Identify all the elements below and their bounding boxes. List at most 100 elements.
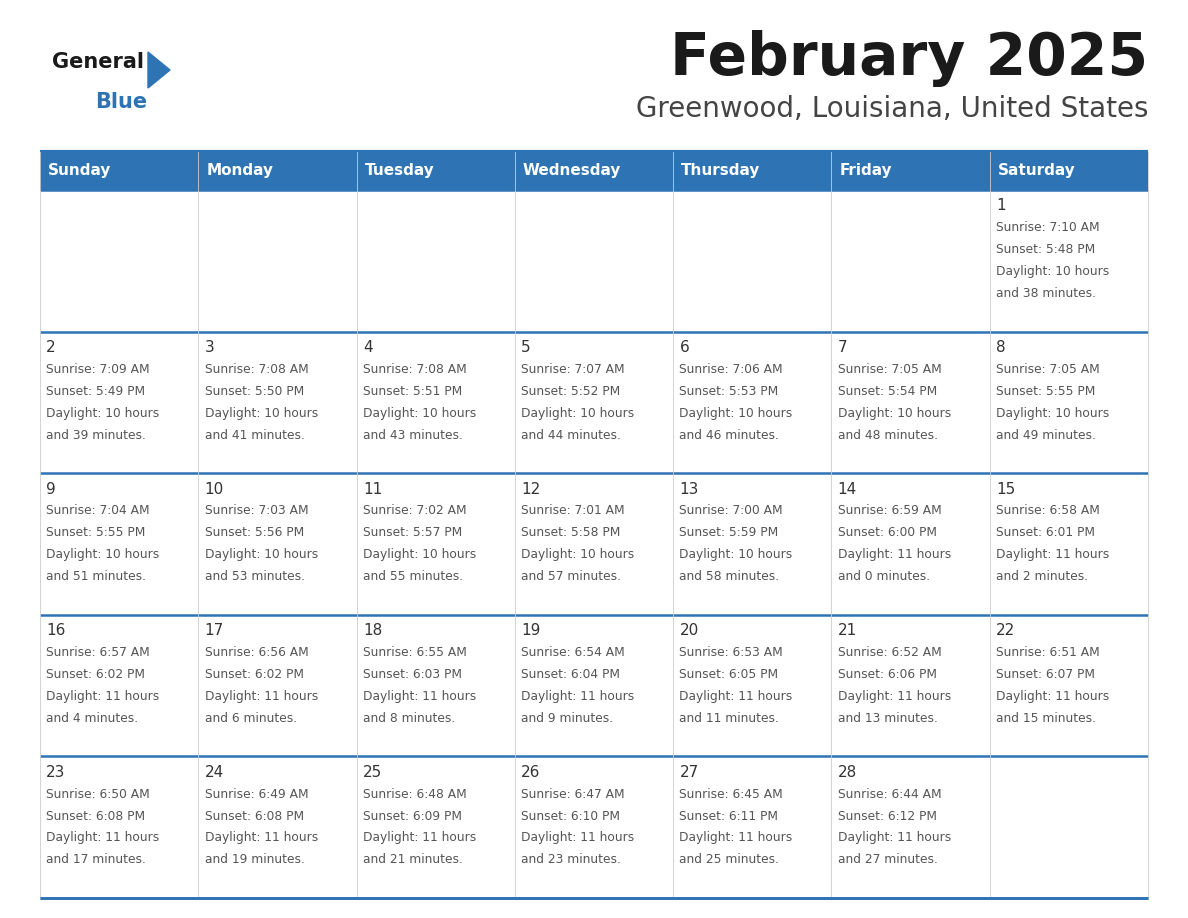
Text: Sunrise: 7:05 AM: Sunrise: 7:05 AM — [996, 363, 1100, 375]
Text: Daylight: 11 hours: Daylight: 11 hours — [996, 689, 1110, 703]
Bar — [514, 615, 674, 756]
Text: Sunset: 5:54 PM: Sunset: 5:54 PM — [838, 385, 937, 397]
Text: Daylight: 11 hours: Daylight: 11 hours — [838, 832, 952, 845]
Text: Daylight: 10 hours: Daylight: 10 hours — [522, 407, 634, 420]
Text: Sunset: 6:02 PM: Sunset: 6:02 PM — [204, 668, 304, 681]
Text: and 21 minutes.: and 21 minutes. — [362, 854, 463, 867]
Text: General: General — [52, 52, 144, 72]
Text: 20: 20 — [680, 623, 699, 638]
Text: Daylight: 10 hours: Daylight: 10 hours — [362, 407, 476, 420]
Bar — [40, 190, 198, 331]
Bar — [990, 756, 1148, 898]
Text: 18: 18 — [362, 623, 383, 638]
Polygon shape — [148, 52, 170, 88]
Text: Sunset: 6:08 PM: Sunset: 6:08 PM — [46, 810, 145, 823]
Text: 8: 8 — [996, 340, 1006, 355]
Text: Daylight: 10 hours: Daylight: 10 hours — [680, 407, 792, 420]
Text: Sunrise: 6:49 AM: Sunrise: 6:49 AM — [204, 788, 308, 800]
Text: Sunset: 5:56 PM: Sunset: 5:56 PM — [204, 526, 304, 539]
Text: 12: 12 — [522, 482, 541, 497]
Text: and 25 minutes.: and 25 minutes. — [680, 854, 779, 867]
Text: Sunset: 5:55 PM: Sunset: 5:55 PM — [46, 526, 146, 539]
Text: 6: 6 — [680, 340, 689, 355]
Text: Sunrise: 7:07 AM: Sunrise: 7:07 AM — [522, 363, 625, 375]
Text: Sunset: 5:48 PM: Sunset: 5:48 PM — [996, 243, 1095, 256]
Text: Sunset: 6:01 PM: Sunset: 6:01 PM — [996, 526, 1095, 539]
Bar — [198, 615, 356, 756]
Bar — [40, 331, 198, 473]
Text: Sunset: 5:49 PM: Sunset: 5:49 PM — [46, 385, 145, 397]
Text: and 11 minutes.: and 11 minutes. — [680, 711, 779, 725]
Text: 21: 21 — [838, 623, 857, 638]
Bar — [40, 615, 198, 756]
Text: Daylight: 11 hours: Daylight: 11 hours — [680, 832, 792, 845]
Text: Sunrise: 7:05 AM: Sunrise: 7:05 AM — [838, 363, 942, 375]
Text: Sunset: 5:57 PM: Sunset: 5:57 PM — [362, 526, 462, 539]
Text: and 48 minutes.: and 48 minutes. — [838, 429, 937, 442]
Text: Sunrise: 7:03 AM: Sunrise: 7:03 AM — [204, 504, 308, 518]
Text: and 8 minutes.: and 8 minutes. — [362, 711, 455, 725]
Text: Sunrise: 7:01 AM: Sunrise: 7:01 AM — [522, 504, 625, 518]
Text: Sunset: 5:52 PM: Sunset: 5:52 PM — [522, 385, 620, 397]
Text: Sunrise: 6:52 AM: Sunrise: 6:52 AM — [838, 646, 942, 659]
Bar — [990, 190, 1148, 331]
Text: Sunset: 6:00 PM: Sunset: 6:00 PM — [838, 526, 937, 539]
Bar — [40, 152, 1148, 190]
Bar — [990, 615, 1148, 756]
Text: and 6 minutes.: and 6 minutes. — [204, 711, 297, 725]
Text: and 39 minutes.: and 39 minutes. — [46, 429, 146, 442]
Text: and 15 minutes.: and 15 minutes. — [996, 711, 1097, 725]
Text: Sunrise: 7:09 AM: Sunrise: 7:09 AM — [46, 363, 150, 375]
Text: Sunrise: 7:04 AM: Sunrise: 7:04 AM — [46, 504, 150, 518]
Text: Sunrise: 7:08 AM: Sunrise: 7:08 AM — [362, 363, 467, 375]
Text: Sunrise: 7:06 AM: Sunrise: 7:06 AM — [680, 363, 783, 375]
Text: Wednesday: Wednesday — [523, 163, 621, 178]
Text: Sunrise: 6:45 AM: Sunrise: 6:45 AM — [680, 788, 783, 800]
Text: and 41 minutes.: and 41 minutes. — [204, 429, 304, 442]
Text: February 2025: February 2025 — [670, 30, 1148, 87]
Text: Daylight: 11 hours: Daylight: 11 hours — [522, 832, 634, 845]
Text: Daylight: 11 hours: Daylight: 11 hours — [46, 832, 159, 845]
Text: Daylight: 11 hours: Daylight: 11 hours — [362, 832, 476, 845]
Text: Sunset: 6:05 PM: Sunset: 6:05 PM — [680, 668, 778, 681]
Text: Saturday: Saturday — [998, 163, 1075, 178]
Text: Sunset: 5:50 PM: Sunset: 5:50 PM — [204, 385, 304, 397]
Text: Daylight: 11 hours: Daylight: 11 hours — [204, 689, 318, 703]
Text: and 44 minutes.: and 44 minutes. — [522, 429, 621, 442]
Text: Daylight: 10 hours: Daylight: 10 hours — [46, 548, 159, 561]
Text: Sunrise: 6:53 AM: Sunrise: 6:53 AM — [680, 646, 783, 659]
Text: Sunrise: 6:48 AM: Sunrise: 6:48 AM — [362, 788, 467, 800]
Text: 13: 13 — [680, 482, 699, 497]
Text: 26: 26 — [522, 765, 541, 780]
Text: Sunrise: 6:51 AM: Sunrise: 6:51 AM — [996, 646, 1100, 659]
Text: Sunrise: 6:55 AM: Sunrise: 6:55 AM — [362, 646, 467, 659]
Text: Daylight: 11 hours: Daylight: 11 hours — [362, 689, 476, 703]
Text: Thursday: Thursday — [681, 163, 760, 178]
Text: 23: 23 — [46, 765, 65, 780]
Text: 22: 22 — [996, 623, 1016, 638]
Text: 14: 14 — [838, 482, 857, 497]
Bar — [514, 756, 674, 898]
Text: Sunday: Sunday — [48, 163, 112, 178]
Text: 4: 4 — [362, 340, 373, 355]
Text: Daylight: 10 hours: Daylight: 10 hours — [204, 407, 318, 420]
Text: Sunset: 6:07 PM: Sunset: 6:07 PM — [996, 668, 1095, 681]
Text: and 53 minutes.: and 53 minutes. — [204, 570, 304, 583]
Text: Sunrise: 6:47 AM: Sunrise: 6:47 AM — [522, 788, 625, 800]
Text: Sunset: 5:55 PM: Sunset: 5:55 PM — [996, 385, 1095, 397]
Text: and 13 minutes.: and 13 minutes. — [838, 711, 937, 725]
Text: 2: 2 — [46, 340, 56, 355]
Bar — [198, 473, 356, 615]
Bar — [832, 473, 990, 615]
Bar — [674, 190, 832, 331]
Text: and 38 minutes.: and 38 minutes. — [996, 287, 1097, 300]
Text: 27: 27 — [680, 765, 699, 780]
Bar — [40, 756, 198, 898]
Text: Sunset: 6:04 PM: Sunset: 6:04 PM — [522, 668, 620, 681]
Bar — [514, 190, 674, 331]
Text: 7: 7 — [838, 340, 847, 355]
Text: 16: 16 — [46, 623, 65, 638]
Bar — [832, 615, 990, 756]
Text: Daylight: 10 hours: Daylight: 10 hours — [996, 265, 1110, 278]
Bar — [514, 331, 674, 473]
